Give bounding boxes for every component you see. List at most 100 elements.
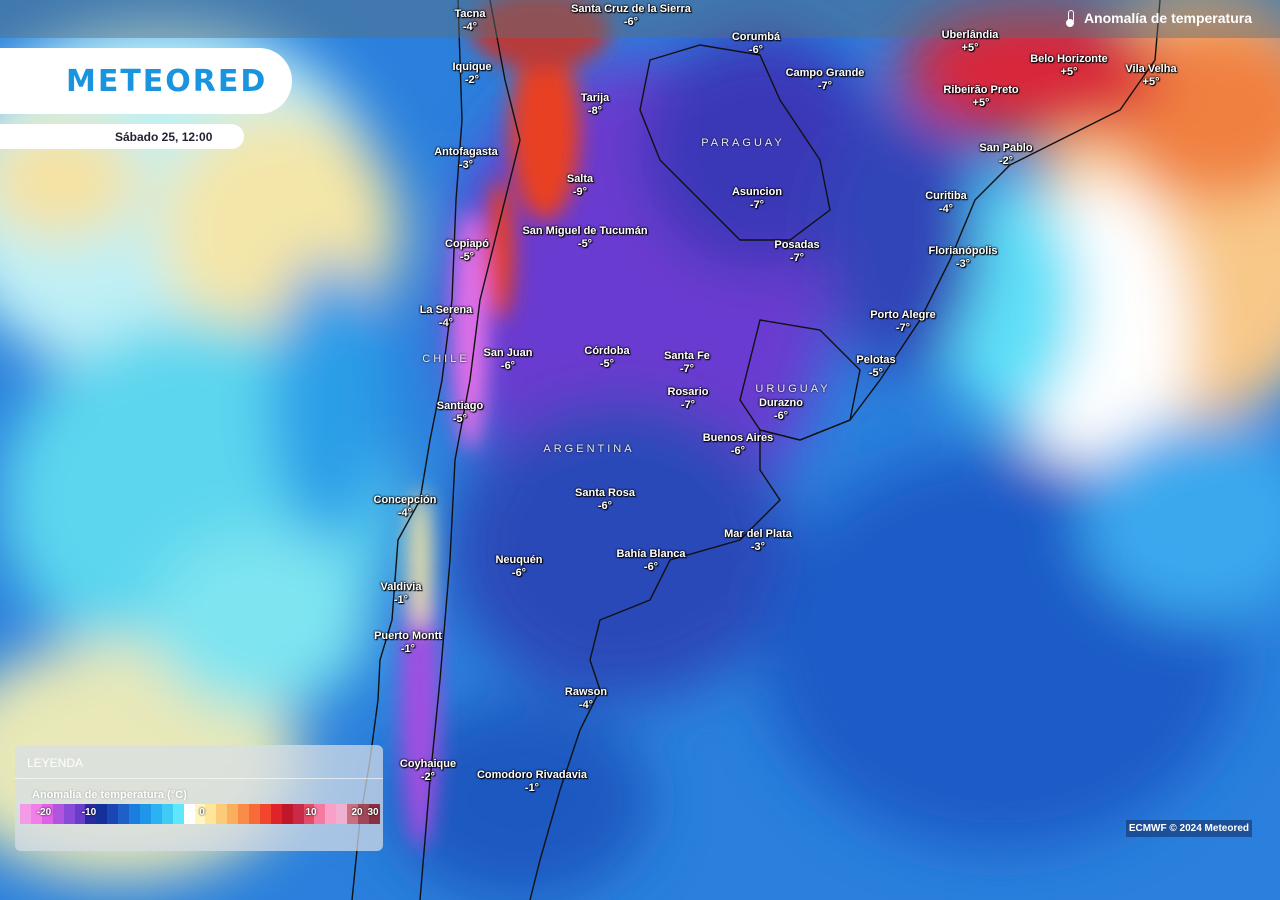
city-label[interactable]: Campo Grande -7°: [786, 67, 865, 93]
city-label[interactable]: Salta -9°: [567, 173, 593, 199]
city-label[interactable]: Santiago -5°: [437, 400, 483, 426]
city-label[interactable]: Santa Rosa -6°: [575, 487, 635, 513]
coastline-atlantic: [529, 0, 1161, 900]
city-label[interactable]: Durazno -6°: [759, 397, 803, 423]
city-anomaly-value: -4°: [462, 21, 478, 33]
city-label[interactable]: Buenos Aires -6°: [703, 432, 774, 458]
city-anomaly-value: -2°: [998, 155, 1014, 167]
city-label[interactable]: Comodoro Rivadavia -1°: [477, 769, 587, 795]
city-label[interactable]: Neuquén -6°: [495, 554, 542, 580]
city-anomaly-value: -7°: [679, 363, 695, 375]
city-name: Copiapó: [445, 238, 489, 250]
city-label[interactable]: Mar del Plata -3°: [724, 528, 792, 554]
city-label[interactable]: Vila Velha +5°: [1125, 63, 1176, 89]
city-label[interactable]: Tarija -8°: [581, 92, 610, 118]
timestamp-pill: Sábado 25, 12:00: [0, 124, 244, 149]
city-label[interactable]: Posadas -7°: [774, 239, 819, 265]
city-label[interactable]: Córdoba -5°: [584, 345, 629, 371]
color-swatch: [52, 804, 64, 824]
city-name: Comodoro Rivadavia: [476, 769, 588, 781]
city-anomaly-value: -4°: [397, 507, 413, 519]
city-label[interactable]: Santa Fe -7°: [664, 350, 710, 376]
color-swatch: [347, 804, 359, 824]
city-anomaly-value: -5°: [599, 358, 615, 370]
city-label[interactable]: San Miguel de Tucumán -5°: [522, 225, 647, 251]
city-anomaly-value: -1°: [524, 782, 540, 794]
city-name: Rawson: [564, 686, 608, 698]
city-name: Durazno: [759, 397, 803, 409]
city-label[interactable]: Copiapó -5°: [445, 238, 489, 264]
city-anomaly-value: -6°: [748, 44, 764, 56]
color-swatch: [325, 804, 337, 824]
city-anomaly-value: -9°: [572, 186, 588, 198]
city-name: San Juan: [483, 347, 533, 359]
city-label[interactable]: Santa Cruz de la Sierra -6°: [571, 3, 691, 29]
legend-title: Anomalia de temperatura (°C): [32, 789, 187, 801]
color-swatch: [194, 804, 206, 824]
city-label[interactable]: Antofagasta -3°: [434, 146, 498, 172]
city-name: Florianópolis: [928, 245, 998, 257]
city-label[interactable]: Puerto Montt -1°: [374, 630, 442, 656]
city-anomaly-value: -3°: [750, 541, 766, 553]
city-name: Antofagasta: [434, 146, 498, 158]
city-anomaly-value: -2°: [420, 771, 436, 783]
city-name: Córdoba: [584, 345, 630, 357]
city-label[interactable]: Valdivia -1°: [381, 581, 422, 607]
city-label[interactable]: Rosario -7°: [668, 386, 709, 412]
color-swatch: [74, 804, 86, 824]
legend-tick: 20: [351, 807, 363, 818]
city-label[interactable]: Tacna -4°: [455, 8, 486, 34]
city-label[interactable]: Belo Horizonte +5°: [1030, 53, 1108, 79]
city-label[interactable]: Rawson -4°: [565, 686, 607, 712]
city-anomaly-value: -8°: [587, 105, 603, 117]
city-label[interactable]: Asuncion -7°: [732, 186, 782, 212]
city-name: Campo Grande: [785, 67, 865, 79]
city-label[interactable]: Concepción -4°: [374, 494, 437, 520]
city-label[interactable]: Pelotas -5°: [856, 354, 895, 380]
border-chile-argentina: [419, 0, 521, 900]
city-label[interactable]: Iquique -2°: [452, 61, 491, 87]
city-label[interactable]: Uberlândia +5°: [942, 29, 999, 55]
color-swatch: [172, 804, 184, 824]
city-label[interactable]: La Serena -4°: [420, 304, 473, 330]
city-anomaly-value: -7°: [895, 322, 911, 334]
city-name: Porto Alegre: [870, 309, 936, 321]
city-anomaly-value: -6°: [773, 410, 789, 422]
logo-container[interactable]: METEORED: [0, 48, 292, 114]
city-anomaly-value: +5°: [972, 97, 990, 109]
legend-tick: 30: [367, 807, 379, 818]
city-label[interactable]: Curitiba -4°: [925, 190, 967, 216]
city-label[interactable]: Bahía Blanca -6°: [616, 548, 685, 574]
color-swatch: [259, 804, 271, 824]
city-name: San Miguel de Tucumán: [522, 225, 648, 237]
city-anomaly-value: -5°: [459, 251, 475, 263]
city-name: Vila Velha: [1125, 63, 1177, 75]
city-anomaly-value: -7°: [817, 80, 833, 92]
color-swatch: [205, 804, 217, 824]
city-anomaly-value: +5°: [1142, 76, 1160, 88]
color-swatch: [161, 804, 173, 824]
city-anomaly-value: -5°: [868, 367, 884, 379]
thermometer-icon: [1065, 10, 1074, 27]
color-swatch: [314, 804, 326, 824]
legend-heading: LEYENDA: [15, 745, 383, 779]
city-label[interactable]: Coyhaique -2°: [400, 758, 456, 784]
city-label[interactable]: San Pablo -2°: [979, 142, 1032, 168]
city-anomaly-value: -6°: [500, 360, 516, 372]
city-name: Puerto Montt: [374, 630, 442, 642]
meteored-logo[interactable]: METEORED: [66, 63, 268, 99]
color-swatch: [336, 804, 348, 824]
legend-panel: LEYENDA Anomalia de temperatura (°C) -20…: [15, 745, 383, 851]
city-name: Uberlândia: [941, 29, 999, 41]
city-name: Santa Rosa: [575, 487, 635, 499]
city-name: Santiago: [436, 400, 484, 412]
city-label[interactable]: Florianópolis -3°: [928, 245, 997, 271]
city-anomaly-value: -5°: [452, 413, 468, 425]
color-swatch: [369, 804, 380, 824]
city-label[interactable]: San Juan -6°: [484, 347, 533, 373]
city-label[interactable]: Ribeirão Preto +5°: [943, 84, 1018, 110]
city-label[interactable]: Corumbá -6°: [732, 31, 780, 57]
city-name: Belo Horizonte: [1030, 53, 1108, 65]
city-anomaly-value: -6°: [511, 567, 527, 579]
city-label[interactable]: Porto Alegre -7°: [870, 309, 936, 335]
